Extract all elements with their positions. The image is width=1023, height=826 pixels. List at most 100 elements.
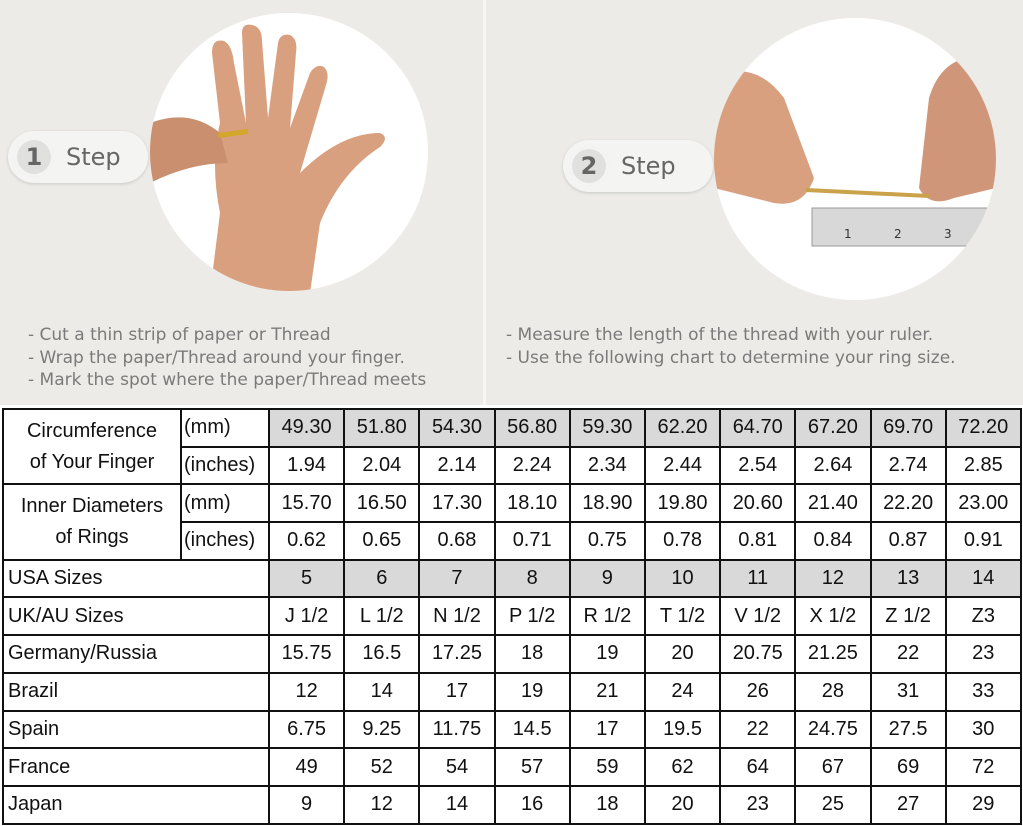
table-cell: 26 [719,671,797,712]
table-cell: 67 [794,747,872,787]
table-cell: 14 [343,671,421,712]
row-label: USA Sizes [2,558,270,599]
table-cell: 19.5 [643,709,722,750]
table-cell: 2.54 [719,445,797,486]
table-cell: 72.20 [944,408,1022,448]
hand-wrapping-finger-icon [150,24,385,291]
table-cell: 2.85 [944,445,1022,486]
table-cell: 2.64 [794,445,872,486]
table-cell: 2.14 [418,445,496,486]
table-cell: 21 [568,671,646,712]
table-cell: 24 [643,671,722,712]
table-cell: 69 [869,747,947,787]
table-cell: 57 [493,747,571,787]
table-cell: 17 [568,709,646,750]
table-cell: 16 [493,784,571,825]
step2-instructions: - Measure the length of the thread with … [506,324,956,369]
table-cell: 28 [794,671,872,712]
table-cell: 62 [643,747,722,787]
table-row: Inner Diameters of Rings (mm) 15.70 16.50 1… [2,483,1022,561]
table-cell: P 1/2 [493,596,571,637]
table-cell: 12 [794,558,872,599]
table-cell: 16.5 [343,634,421,674]
table-cell: 0.75 [568,521,646,561]
table-cell: 17.25 [418,634,496,674]
table-cell: 11.75 [418,709,496,750]
hands-measuring-thread-icon: 1 2 3 [714,56,996,247]
unit-label: (inches) [180,521,270,561]
table-cell: 22 [719,709,797,750]
table-cell: 0.71 [493,521,571,561]
step1-panel: 1 Step - Cut a thin strip of paper or Th… [0,0,483,405]
table-cell: 2.74 [869,445,947,486]
row-label: UK/AU Sizes [2,596,270,637]
table-cell: 9 [568,558,646,599]
table-row: Japan 9 12 14 16 18 20 23 25 27 29 [2,784,1022,825]
table-cell: 6.75 [267,709,346,750]
table-cell: 13 [869,558,947,599]
table-cell: 2.44 [643,445,722,486]
table-cell: 18 [568,784,646,825]
table-row: Circumference of Your Finger (mm) 49.30 51… [2,407,1022,486]
table-cell: 19.80 [643,483,722,524]
table-cell: 0.84 [794,521,872,561]
table-cell: 19 [493,671,571,712]
table-row: (inches) 1.94 2.04 2.14 2.24 2.34 2.44 2.54 2.6… [3,445,1022,486]
table-row: (inches) 0.62 0.65 0.68 0.71 0.75 0.78 0.81 0.8… [3,521,1022,561]
table-cell: 20.75 [719,634,797,674]
table-cell: 0.87 [869,521,947,561]
table-cell: 14 [944,558,1022,599]
table-cell: 18.90 [568,483,646,524]
label-line: Inner Diameters [20,495,164,518]
ruler-photo: 1 2 3 [714,18,996,300]
step2-badge: 2 Step [563,140,713,192]
table-cell: R 1/2 [568,596,646,637]
table-cell: N 1/2 [418,596,496,637]
table-cell: 49.30 [267,408,346,448]
table-cell: L 1/2 [343,596,421,637]
hand-photo [150,13,428,291]
instruction-line: - Cut a thin strip of paper or Thread [28,325,331,345]
instruction-line: - Measure the length of the thread with … [506,325,934,345]
table-cell: 8 [493,558,571,599]
table-cell: 56.80 [493,408,571,448]
table-cell: 62.20 [643,408,722,448]
row-label: Inner Diameters of Rings [2,483,182,561]
table-cell: 0.91 [944,521,1022,561]
row-label: Spain [2,709,270,750]
ring-size-table: Circumference of Your Finger (mm) 49.30 51… [2,407,1022,825]
instructions-area: 1 Step - Cut a thin strip of paper or Th… [0,0,1023,405]
table-cell: 15.75 [267,634,346,674]
table-row: Spain 6.75 9.25 11.75 14.5 17 19.5 22 24.75 27.5 3… [2,709,1022,750]
row-label: France [2,747,270,787]
table-cell: 59 [568,747,646,787]
step-label: Step [621,152,676,180]
table-cell: 16.50 [343,483,421,524]
table-cell: 69.70 [869,408,947,448]
table-cell: 64.70 [719,408,797,448]
table-cell: 9 [267,784,346,825]
table-cell: 20 [643,634,722,674]
table-cell: 21.40 [794,483,872,524]
table-cell: 0.81 [719,521,797,561]
table-cell: 14 [418,784,496,825]
table-cell: 25 [794,784,872,825]
instruction-line: - Wrap the paper/Thread around your fing… [28,347,405,368]
table-cell: J 1/2 [267,596,346,637]
table-cell: 20.60 [719,483,797,524]
table-cell: 12 [343,784,421,825]
table-row: Brazil 12 14 17 19 21 24 26 28 31 33 [2,671,1022,712]
table-cell: 22.20 [869,483,947,524]
unit-label: (mm) [180,483,270,524]
table-cell: 33 [944,671,1022,712]
unit-label: (mm) [180,408,270,448]
table-cell: 17.30 [418,483,496,524]
step2-panel: 1 2 3 2 Step - Measure the length of the… [486,0,1023,405]
table-cell: 23.00 [944,483,1022,524]
step-number: 1 [14,137,54,177]
table-cell: X 1/2 [794,596,872,637]
table-cell: 10 [643,558,722,599]
table-row: Germany/Russia 15.75 16.5 17.25 18 19 20 20.75 2… [2,634,1022,674]
table-cell: V 1/2 [719,596,797,637]
table-cell: 7 [418,558,496,599]
